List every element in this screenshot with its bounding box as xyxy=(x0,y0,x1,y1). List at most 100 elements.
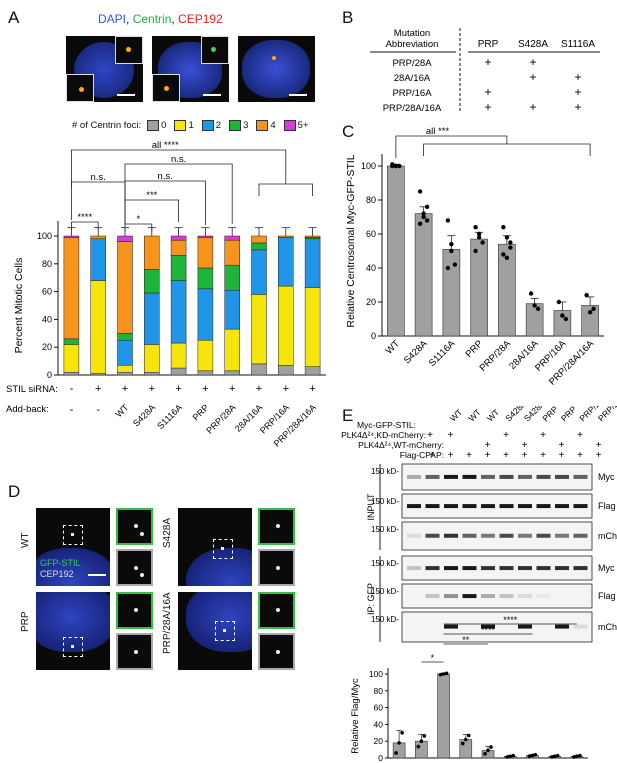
legend-label: 4 xyxy=(270,120,276,131)
data-point xyxy=(508,240,513,245)
y-tick-label: 60 xyxy=(374,703,384,713)
row-label-cpap: Flag-CPAP: xyxy=(400,450,444,460)
data-point xyxy=(533,753,538,757)
data-point xyxy=(563,316,569,322)
y-tick-label: 80 xyxy=(366,195,376,205)
data-point xyxy=(463,737,468,742)
y-tick-label: 40 xyxy=(366,263,376,273)
stacked-bar-segment xyxy=(117,371,133,376)
y-axis-label: Relative Flag/Myc xyxy=(350,678,361,754)
table-row-label: PRP/28A xyxy=(392,58,432,69)
table-row-label: 28A/16A xyxy=(394,73,431,84)
blot-panel xyxy=(401,583,593,609)
table-cell: + xyxy=(484,85,491,99)
stacked-bar-segment xyxy=(251,242,267,251)
x-tick-label: WT xyxy=(384,338,402,356)
blot-band xyxy=(425,474,440,479)
col-head: WT xyxy=(466,407,482,423)
blot-band xyxy=(518,504,532,509)
x-tick-label: PRP/28A xyxy=(478,338,514,374)
x-tick-label: S428A xyxy=(402,338,430,366)
data-point xyxy=(556,299,562,305)
mw-marker: 150 kD- xyxy=(371,587,399,596)
blot-band xyxy=(481,533,495,538)
col-head: WT xyxy=(448,407,464,423)
mw-marker: 150 kD- xyxy=(371,497,399,506)
inset-gray xyxy=(258,633,295,670)
sig-label-s1: * xyxy=(137,214,141,225)
stacked-bar-segment xyxy=(224,370,240,376)
ip-label: IP: GFP xyxy=(366,583,376,615)
row-label-kd: PLK4Δ²⁴,KD-mCherry: xyxy=(341,430,426,440)
data-point xyxy=(587,310,593,315)
stacked-bar-segment xyxy=(278,285,294,366)
bar xyxy=(442,249,461,337)
data-point xyxy=(460,741,465,746)
y-tick-label: 60 xyxy=(42,287,52,297)
legend-item-5: 5+ xyxy=(283,120,309,131)
data-point xyxy=(449,242,454,247)
wt-value: + xyxy=(596,440,602,451)
data-point xyxy=(578,753,582,758)
stacked-bar-segment xyxy=(144,269,160,294)
micrograph-d-0: GFP-STIL CEP192 xyxy=(36,508,110,586)
blot-band xyxy=(462,594,477,599)
data-point xyxy=(560,313,565,318)
sig-label-ns2: n.s. xyxy=(158,171,173,182)
cpap-value: + xyxy=(448,450,454,461)
inset-gray xyxy=(116,549,153,586)
cell-label: S428A xyxy=(162,517,173,548)
data-point xyxy=(501,252,506,257)
stacked-bar-segment xyxy=(224,264,240,291)
sig-bracket xyxy=(71,149,287,188)
legend-label: 2 xyxy=(215,120,222,131)
stacked-bar-segment xyxy=(117,235,133,242)
data-point xyxy=(552,754,557,759)
stacked-bar-segment xyxy=(197,288,214,341)
data-point xyxy=(476,231,482,237)
data-point xyxy=(417,221,423,226)
stil-sirna-value: + xyxy=(229,383,235,395)
panel-c-chart: 0 20 40 60 80 100 Relative Centrosomal Myc-GFP… xyxy=(345,126,604,388)
blot-band xyxy=(518,624,532,629)
wt-value: + xyxy=(485,440,491,451)
blot-band xyxy=(573,566,588,571)
inset-gray xyxy=(116,633,153,670)
stacked-bar-segment xyxy=(117,340,133,366)
stil-sirna-value: + xyxy=(256,383,262,395)
addback-value: PRP/28A xyxy=(204,402,237,435)
data-point xyxy=(438,672,443,677)
kd-value: + xyxy=(577,430,583,441)
inset-green xyxy=(116,592,153,629)
stacked-bar-segment xyxy=(63,344,80,373)
stacked-bar-segment xyxy=(304,366,321,376)
stacked-bar-segment xyxy=(90,235,106,240)
blot-band xyxy=(444,504,458,509)
data-point xyxy=(445,218,451,223)
y-tick-label: 40 xyxy=(42,314,52,324)
panel-e: Myc-GFP-STIL:PLK4Δ²⁴,KD-mCherry:PLK4Δ²⁴,… xyxy=(341,406,617,763)
legend-cep192: CEP192 xyxy=(40,569,74,579)
table-cell: + xyxy=(484,55,491,69)
data-point xyxy=(473,225,478,230)
stacked-bar-segment xyxy=(278,235,294,238)
kd-value: + xyxy=(427,430,433,441)
stacked-bar-segment xyxy=(197,267,214,290)
stacked-bar-segment xyxy=(278,365,294,376)
data-point xyxy=(508,245,513,250)
y-tick-label: 0 xyxy=(371,331,376,341)
wt-value: + xyxy=(522,440,528,451)
data-point xyxy=(480,240,485,245)
data-point xyxy=(466,733,471,738)
sig-bracket xyxy=(124,223,153,232)
blot-band xyxy=(555,474,569,479)
table-cell: + xyxy=(484,100,491,114)
stil-sirna-value: + xyxy=(202,383,208,395)
blot-band xyxy=(462,474,477,479)
data-point xyxy=(555,753,560,758)
table-cell: + xyxy=(574,85,581,99)
y-tick-label: 20 xyxy=(366,297,376,307)
data-point xyxy=(424,218,430,223)
kd-value: + xyxy=(448,430,454,441)
y-tick-label: 100 xyxy=(37,231,52,241)
